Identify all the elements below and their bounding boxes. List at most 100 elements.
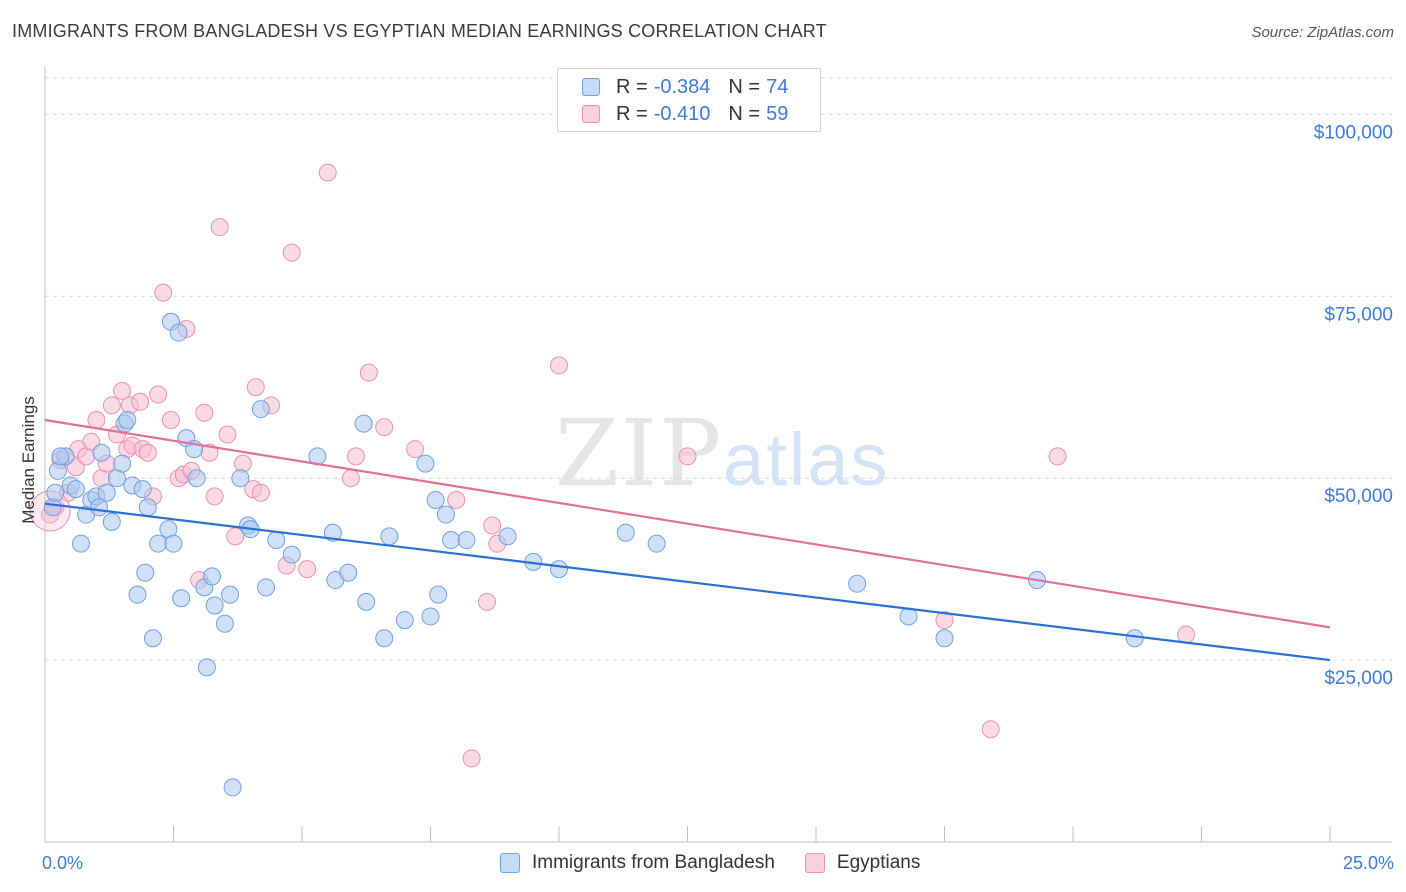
- data-point-egyptians: [131, 392, 150, 411]
- series-bangladesh-points: [43, 312, 1144, 797]
- watermark-atlas: atlas: [723, 418, 890, 501]
- data-point-bangladesh: [169, 323, 188, 342]
- data-point-egyptians: [678, 447, 697, 466]
- data-point-egyptians: [359, 363, 378, 382]
- data-point-bangladesh: [426, 491, 445, 510]
- data-point-bangladesh: [149, 534, 168, 553]
- data-point-bangladesh: [550, 560, 568, 579]
- data-point-egyptians: [246, 378, 265, 397]
- data-point-bangladesh: [136, 563, 155, 582]
- data-point-egyptians: [462, 749, 481, 768]
- series-legend: Immigrants from Bangladesh Egyptians: [500, 852, 950, 874]
- legend-r-label: R =: [616, 102, 648, 125]
- data-point-bangladesh: [848, 574, 867, 593]
- x-tick-label-min: 0.0%: [42, 853, 83, 873]
- data-point-egyptians: [1048, 447, 1067, 466]
- data-point-bangladesh: [51, 447, 70, 466]
- legend-n-label: N =: [728, 102, 761, 125]
- legend-row-bangladesh: R = -0.384 N = 74: [582, 74, 788, 100]
- data-point-bangladesh: [133, 480, 152, 499]
- data-point-bangladesh: [92, 443, 111, 462]
- data-point-bangladesh: [46, 483, 65, 502]
- data-point-egyptians: [138, 443, 157, 462]
- data-point-bangladesh: [380, 527, 399, 546]
- data-point-bangladesh: [128, 585, 147, 604]
- data-point-egyptians: [251, 483, 270, 502]
- trend-lines: [44, 418, 1331, 662]
- legend-swatch-egyptians: [582, 105, 600, 123]
- data-point-bangladesh: [267, 531, 286, 550]
- legend-r-value: -0.384: [653, 75, 711, 98]
- data-point-egyptians: [478, 592, 497, 611]
- grid-lines: [45, 77, 1392, 661]
- legend-n-value: 74: [766, 75, 789, 98]
- data-point-egyptians: [981, 720, 1000, 739]
- data-point-bangladesh: [498, 527, 517, 546]
- data-point-egyptians: [375, 418, 394, 437]
- data-point-bangladesh: [395, 611, 414, 630]
- watermark: ZIPatlas: [555, 400, 889, 507]
- data-point-bangladesh: [375, 629, 394, 648]
- chart-title: IMMIGRANTS FROM BANGLADESH VS EGYPTIAN M…: [12, 21, 827, 41]
- data-point-bangladesh: [339, 563, 358, 582]
- correlation-legend: R = -0.384 N = 74 R = -0.410 N = 59: [557, 68, 821, 132]
- data-point-bangladesh: [215, 614, 234, 633]
- legend-swatch-egyptians: [804, 853, 825, 873]
- data-point-egyptians: [935, 611, 954, 630]
- legend-item-egyptians[interactable]: Egyptians: [804, 852, 920, 874]
- data-point-bangladesh: [138, 498, 157, 517]
- y-tick-label: $25,000: [1324, 668, 1393, 689]
- data-point-egyptians: [483, 516, 502, 535]
- data-point-bangladesh: [231, 469, 250, 488]
- legend-label-bangladesh: Immigrants from Bangladesh: [532, 852, 775, 873]
- data-point-egyptians: [87, 410, 106, 429]
- data-point-egyptians: [298, 560, 317, 579]
- data-point-bangladesh: [221, 585, 240, 604]
- legend-n-label: N =: [728, 75, 761, 98]
- trend-line-bangladesh: [44, 502, 1331, 662]
- data-point-egyptians: [282, 243, 301, 262]
- data-point-bangladesh: [118, 410, 137, 429]
- data-point-bangladesh: [442, 531, 461, 550]
- data-point-bangladesh: [251, 400, 270, 419]
- x-tick-label-max: 25.0%: [1343, 853, 1394, 873]
- data-point-egyptians: [318, 163, 337, 182]
- y-tick-label: $75,000: [1324, 304, 1393, 325]
- data-point-egyptians: [447, 491, 466, 510]
- data-point-bangladesh: [102, 512, 121, 531]
- data-point-bangladesh: [647, 534, 666, 553]
- data-point-bangladesh: [143, 629, 162, 648]
- series-egyptians-points: [29, 163, 1196, 768]
- data-point-egyptians: [341, 469, 360, 488]
- data-point-bangladesh: [197, 658, 216, 677]
- legend-r-label: R =: [616, 75, 648, 98]
- trend-line-egyptians: [44, 418, 1331, 629]
- data-point-egyptians: [346, 447, 365, 466]
- data-point-bangladesh: [172, 589, 191, 608]
- data-point-egyptians: [406, 440, 425, 459]
- legend-r-value: -0.410: [653, 102, 711, 125]
- data-point-bangladesh: [66, 480, 85, 499]
- legend-item-bangladesh[interactable]: Immigrants from Bangladesh: [500, 852, 775, 874]
- data-point-bangladesh: [223, 778, 242, 797]
- data-point-bangladesh: [1125, 629, 1144, 648]
- data-point-bangladesh: [203, 567, 222, 586]
- axes: [44, 66, 1392, 843]
- data-point-bangladesh: [616, 523, 635, 542]
- source-label: Source: ZipAtlas.com: [1251, 24, 1394, 41]
- data-point-bangladesh: [282, 545, 301, 564]
- data-point-bangladesh: [97, 483, 116, 502]
- legend-swatch-bangladesh: [582, 78, 600, 96]
- data-point-egyptians: [113, 381, 132, 400]
- data-point-egyptians: [218, 425, 237, 444]
- data-point-egyptians: [154, 283, 173, 302]
- legend-n-value: 59: [766, 102, 789, 125]
- data-point-egyptians: [161, 410, 180, 429]
- legend-swatch-bangladesh: [500, 853, 520, 873]
- data-point-bangladesh: [421, 607, 440, 626]
- data-point-egyptians: [210, 218, 229, 237]
- data-point-bangladesh: [187, 469, 206, 488]
- data-point-bangladesh: [436, 505, 455, 524]
- data-point-egyptians: [1177, 625, 1196, 644]
- data-point-egyptians: [205, 487, 224, 506]
